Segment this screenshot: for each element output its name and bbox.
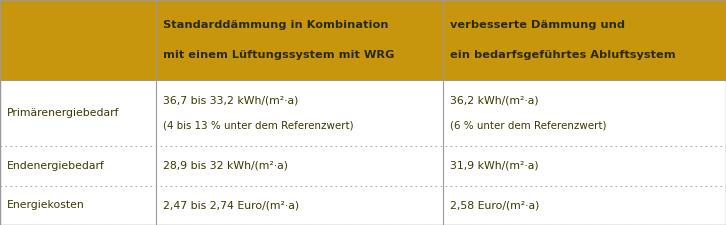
Text: mit einem Lüftungssystem mit WRG: mit einem Lüftungssystem mit WRG (163, 50, 395, 59)
Text: 36,2 kWh/(m²·a): 36,2 kWh/(m²·a) (450, 95, 539, 105)
Text: Endenergiebedarf: Endenergiebedarf (7, 161, 105, 171)
Text: Standarddämmung in Kombination: Standarddämmung in Kombination (163, 20, 389, 30)
Text: 31,9 kWh/(m²·a): 31,9 kWh/(m²·a) (450, 161, 539, 171)
Text: 2,58 Euro/(m²·a): 2,58 Euro/(m²·a) (450, 200, 539, 210)
Text: 28,9 bis 32 kWh/(m²·a): 28,9 bis 32 kWh/(m²·a) (163, 161, 288, 171)
Bar (0, 80, 726, 225)
Text: Primärenergiebedarf: Primärenergiebedarf (7, 108, 120, 118)
Text: verbesserte Dämmung und: verbesserte Dämmung und (450, 20, 625, 30)
Bar (0, 0, 726, 80)
Text: Energiekosten: Energiekosten (7, 200, 85, 210)
Text: 36,7 bis 33,2 kWh/(m²·a): 36,7 bis 33,2 kWh/(m²·a) (163, 95, 298, 105)
Text: (4 bis 13 % unter dem Referenzwert): (4 bis 13 % unter dem Referenzwert) (163, 121, 354, 131)
Text: (6 % unter dem Referenzwert): (6 % unter dem Referenzwert) (450, 121, 607, 131)
Text: ein bedarfsgeführtes Abluftsystem: ein bedarfsgeführtes Abluftsystem (450, 50, 676, 59)
Text: 2,47 bis 2,74 Euro/(m²·a): 2,47 bis 2,74 Euro/(m²·a) (163, 200, 300, 210)
